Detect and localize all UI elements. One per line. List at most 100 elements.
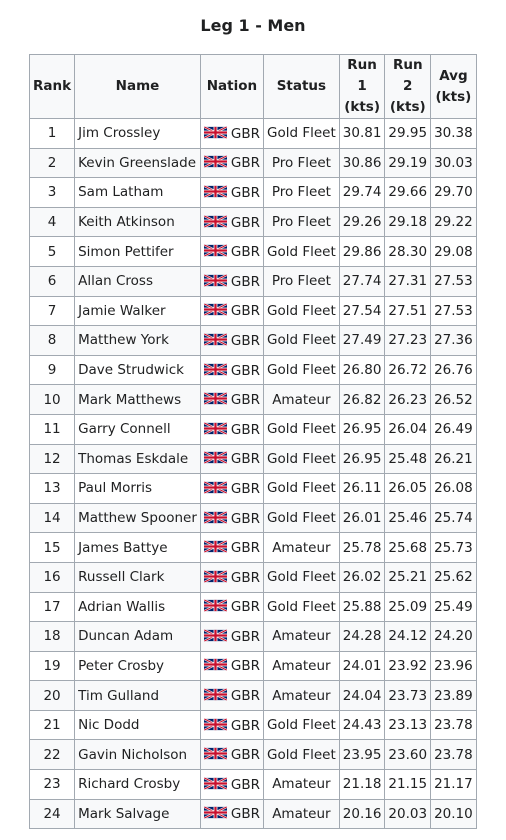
- name-cell: Mark Matthews: [74, 384, 201, 415]
- avg-cell: 26.08: [430, 473, 477, 504]
- status-cell: Gold Fleet: [263, 473, 340, 504]
- run1-cell: 29.74: [338, 177, 386, 208]
- run1-cell: 30.86: [338, 147, 386, 179]
- name-header[interactable]: Name: [74, 54, 201, 119]
- status-cell: Gold Fleet: [263, 709, 340, 741]
- nation-label: GBR: [230, 658, 260, 675]
- rank-cell: 18: [28, 621, 76, 652]
- table-row: 11 Garry Connell GBR Gold Fleet 26.95 26…: [28, 413, 477, 445]
- run2-cell: 27.23: [384, 325, 432, 356]
- name-cell: Garry Connell: [74, 413, 201, 445]
- avg-cell: 25.73: [430, 532, 477, 563]
- nation-label: GBR: [230, 480, 260, 497]
- table-row: 9 Dave Strudwick GBR Gold Fleet 26.80 26…: [28, 354, 477, 386]
- avg-header[interactable]: Avg (kts): [430, 54, 477, 119]
- uk-flag-icon[interactable]: [203, 302, 227, 317]
- uk-flag-icon[interactable]: [203, 450, 227, 465]
- table-row: 12 Thomas Eskdale GBR Gold Fleet 26.95 2…: [28, 443, 477, 475]
- uk-flag-icon[interactable]: [203, 776, 227, 791]
- status-cell: Pro Fleet: [263, 177, 340, 208]
- avg-cell: 26.76: [430, 354, 477, 386]
- status-cell: Gold Fleet: [263, 502, 340, 534]
- table-row: 18 Duncan Adam GBR Amateur 24.28 24.12 2…: [28, 621, 477, 652]
- avg-cell: 25.62: [430, 561, 477, 593]
- uk-flag-icon[interactable]: [203, 746, 227, 761]
- uk-flag-icon[interactable]: [203, 628, 227, 643]
- uk-flag-icon[interactable]: [203, 717, 227, 732]
- nation-label: GBR: [230, 392, 260, 409]
- nation-label: GBR: [230, 125, 260, 142]
- rank-cell: 21: [28, 709, 76, 741]
- name-cell: Paul Morris: [74, 473, 201, 504]
- uk-flag-icon[interactable]: [203, 598, 227, 613]
- run2-cell: 24.12: [384, 621, 432, 652]
- uk-flag-icon[interactable]: [203, 480, 227, 495]
- table-row: 4 Keith Atkinson GBR Pro Fleet 29.26 29.…: [28, 206, 477, 238]
- uk-flag-icon[interactable]: [203, 243, 227, 258]
- run2-cell: 25.09: [384, 591, 432, 623]
- uk-flag-icon[interactable]: [203, 214, 227, 229]
- rank-cell: 1: [28, 118, 76, 149]
- uk-flag-icon[interactable]: [203, 657, 227, 672]
- rank-cell: 22: [28, 739, 76, 771]
- nation-cell: GBR: [199, 739, 265, 771]
- table-row: 20 Tim Gulland GBR Amateur 24.04 23.73 2…: [28, 680, 477, 711]
- table-row: 7 Jamie Walker GBR Gold Fleet 27.54 27.5…: [28, 295, 477, 327]
- run1-cell: 26.95: [338, 413, 386, 445]
- rank-cell: 7: [28, 295, 76, 327]
- uk-flag-icon[interactable]: [203, 805, 227, 820]
- table-row: 23 Richard Crosby GBR Amateur 21.18 21.1…: [28, 769, 477, 800]
- uk-flag-icon[interactable]: [203, 125, 227, 140]
- avg-cell: 23.89: [430, 680, 477, 711]
- table-row: 17 Adrian Wallis GBR Gold Fleet 25.88 25…: [28, 591, 477, 623]
- status-cell: Gold Fleet: [263, 739, 340, 771]
- run1-header[interactable]: Run 1 (kts): [338, 54, 386, 119]
- run1-cell: 30.81: [338, 118, 386, 149]
- uk-flag-icon[interactable]: [203, 273, 227, 288]
- name-cell: Simon Pettifer: [74, 236, 201, 267]
- run2-cell: 29.19: [384, 147, 432, 179]
- uk-flag-icon[interactable]: [203, 687, 227, 702]
- nation-label: GBR: [230, 776, 260, 793]
- status-cell: Amateur: [263, 650, 340, 682]
- name-cell: Keith Atkinson: [74, 206, 201, 238]
- uk-flag-icon[interactable]: [203, 569, 227, 584]
- avg-cell: 24.20: [430, 621, 477, 652]
- run1-cell: 23.95: [338, 739, 386, 771]
- rank-header[interactable]: Rank: [28, 54, 76, 119]
- run1-cell: 27.49: [338, 325, 386, 356]
- status-header[interactable]: Status: [263, 54, 340, 119]
- nation-header[interactable]: Nation: [199, 54, 265, 119]
- uk-flag-icon[interactable]: [203, 362, 227, 377]
- status-cell: Pro Fleet: [263, 206, 340, 238]
- table-row: 15 James Battye GBR Amateur 25.78 25.68 …: [28, 532, 477, 563]
- nation-label: GBR: [230, 214, 260, 231]
- avg-cell: 25.49: [430, 591, 477, 623]
- name-cell: Tim Gulland: [74, 680, 201, 711]
- name-cell: Richard Crosby: [74, 769, 201, 800]
- rank-cell: 10: [28, 384, 76, 415]
- run2-cell: 29.66: [384, 177, 432, 208]
- uk-flag-icon[interactable]: [203, 391, 227, 406]
- uk-flag-icon[interactable]: [203, 421, 227, 436]
- status-cell: Gold Fleet: [263, 561, 340, 593]
- uk-flag-icon[interactable]: [203, 332, 227, 347]
- rank-cell: 11: [28, 413, 76, 445]
- status-cell: Amateur: [263, 798, 340, 830]
- name-cell: Thomas Eskdale: [74, 443, 201, 475]
- table-row: 8 Matthew York GBR Gold Fleet 27.49 27.2…: [28, 325, 477, 356]
- uk-flag-icon[interactable]: [203, 510, 227, 525]
- nation-label: GBR: [230, 421, 260, 438]
- avg-cell: 27.53: [430, 295, 477, 327]
- nation-cell: GBR: [199, 177, 265, 208]
- nation-label: GBR: [230, 806, 260, 823]
- uk-flag-icon[interactable]: [203, 154, 227, 169]
- nation-cell: GBR: [199, 354, 265, 386]
- nation-cell: GBR: [199, 325, 265, 356]
- run2-header[interactable]: Run 2 (kts): [384, 54, 432, 119]
- status-cell: Amateur: [263, 680, 340, 711]
- uk-flag-icon[interactable]: [203, 539, 227, 554]
- avg-cell: 26.21: [430, 443, 477, 475]
- uk-flag-icon[interactable]: [203, 184, 227, 199]
- nation-cell: GBR: [199, 206, 265, 238]
